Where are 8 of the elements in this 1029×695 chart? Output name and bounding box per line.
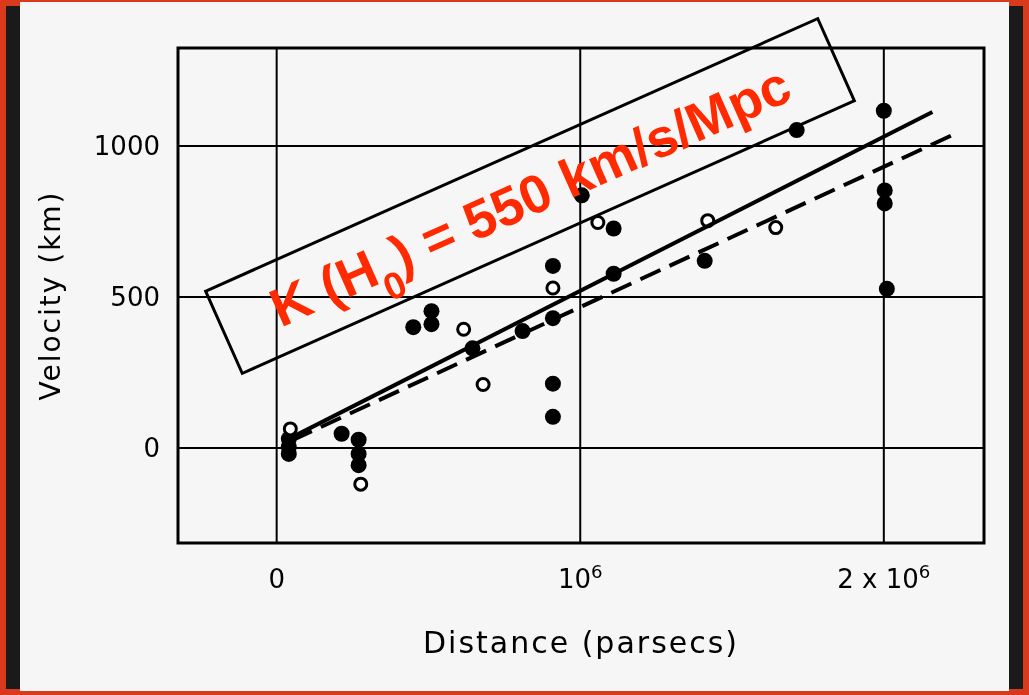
x-tick-label: 2 x 10$^{6}$	[837, 560, 931, 594]
x-axis-title: Distance (parsecs)	[422, 625, 740, 660]
y-tick-label: 500	[110, 282, 160, 313]
x-tick-label: 10$^{6}$	[557, 560, 603, 594]
y-tick-label: 0	[143, 433, 160, 464]
y-tick-label: 1000	[93, 131, 160, 162]
x-tick-label: 0	[268, 564, 285, 594]
y-axis-title: Velocity (km)	[34, 190, 67, 401]
